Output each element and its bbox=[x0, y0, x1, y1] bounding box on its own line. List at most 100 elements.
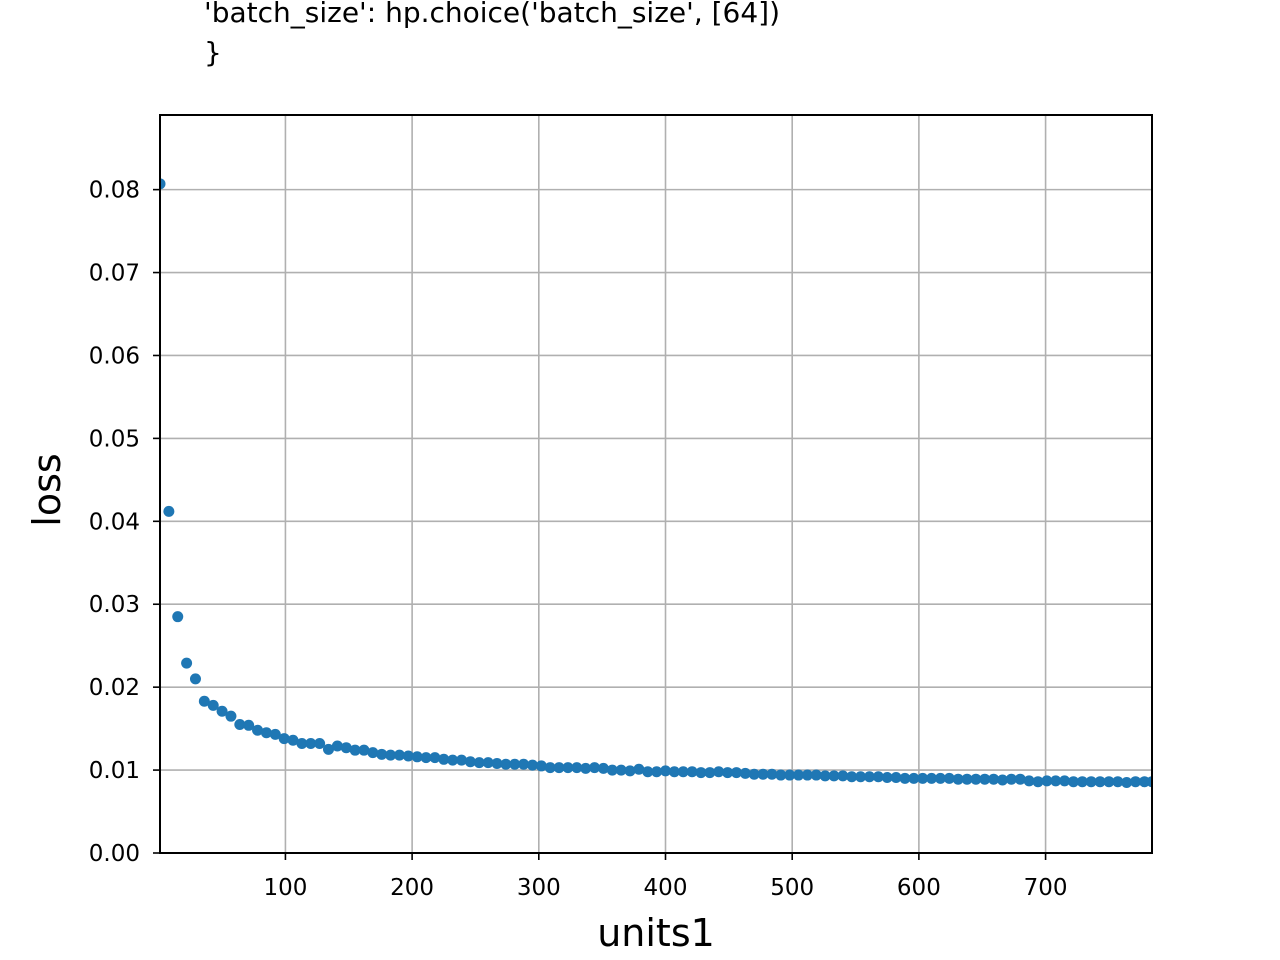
data-point bbox=[997, 774, 1009, 786]
data-point bbox=[775, 769, 787, 781]
data-point bbox=[908, 772, 920, 784]
y-tick-label: 0.05 bbox=[89, 426, 140, 452]
data-point bbox=[402, 750, 414, 762]
data-point bbox=[695, 767, 707, 779]
y-tick-label: 0.00 bbox=[89, 841, 140, 867]
data-point bbox=[1103, 776, 1115, 788]
y-tick-label: 0.08 bbox=[89, 178, 140, 204]
data-point bbox=[872, 771, 884, 783]
data-point bbox=[349, 744, 361, 756]
x-axis-ticks: 100 200 300 400 500 600 700 bbox=[263, 853, 1068, 901]
data-point bbox=[633, 763, 645, 775]
data-point bbox=[686, 766, 698, 778]
data-point bbox=[677, 766, 689, 778]
x-tick-label: 700 bbox=[1024, 875, 1068, 901]
y-tick-label: 0.07 bbox=[89, 261, 140, 287]
data-point bbox=[535, 760, 547, 772]
y-tick-label: 0.02 bbox=[89, 675, 140, 701]
data-point bbox=[730, 767, 742, 779]
data-point bbox=[509, 758, 521, 770]
data-point bbox=[526, 759, 538, 771]
data-point bbox=[411, 751, 423, 763]
data-point bbox=[739, 767, 751, 779]
data-point bbox=[837, 770, 849, 782]
data-point bbox=[660, 765, 672, 777]
data-point bbox=[207, 699, 219, 711]
data-point bbox=[952, 773, 964, 785]
data-point bbox=[961, 773, 973, 785]
data-point bbox=[970, 773, 982, 785]
x-tick-label: 200 bbox=[390, 875, 434, 901]
data-point bbox=[979, 773, 991, 785]
data-point bbox=[314, 738, 326, 750]
data-point bbox=[456, 754, 468, 766]
data-point bbox=[828, 770, 840, 782]
data-point bbox=[163, 505, 175, 517]
data-point bbox=[562, 762, 574, 774]
grid bbox=[160, 115, 1152, 854]
data-point bbox=[287, 734, 299, 746]
data-point bbox=[420, 752, 432, 764]
data-point bbox=[198, 695, 210, 707]
data-point bbox=[881, 772, 893, 784]
data-point bbox=[1067, 776, 1079, 788]
data-point bbox=[1023, 775, 1035, 787]
data-point bbox=[571, 762, 583, 774]
data-point bbox=[606, 764, 618, 776]
data-point bbox=[385, 749, 397, 761]
data-point bbox=[890, 772, 902, 784]
data-point bbox=[1112, 776, 1124, 788]
data-point bbox=[863, 771, 875, 783]
data-point bbox=[331, 740, 343, 752]
y-axis-ticks: 0.00 0.01 0.02 0.03 0.04 0.05 0.06 0.07 0.08 bbox=[89, 178, 160, 867]
data-point bbox=[704, 767, 716, 779]
data-point bbox=[491, 757, 503, 769]
data-point bbox=[1146, 776, 1152, 788]
data-point bbox=[473, 757, 485, 769]
data-point bbox=[642, 766, 654, 778]
data-point bbox=[589, 762, 601, 774]
y-tick-label: 0.03 bbox=[89, 592, 140, 618]
data-point bbox=[544, 762, 556, 774]
data-point bbox=[260, 727, 272, 739]
x-axis-label: units1 bbox=[597, 911, 715, 955]
data-point bbox=[766, 768, 778, 780]
data-point bbox=[801, 769, 813, 781]
data-point bbox=[447, 754, 459, 766]
data-point bbox=[252, 724, 264, 736]
data-point bbox=[500, 758, 512, 770]
x-tick-label: 600 bbox=[897, 875, 941, 901]
data-point bbox=[819, 770, 831, 782]
data-point bbox=[376, 748, 388, 760]
data-point bbox=[234, 718, 246, 730]
data-point bbox=[651, 766, 663, 778]
title-line: 'batch_size': hp.choice('batch_size', [6… bbox=[204, 0, 780, 29]
data-point bbox=[1014, 773, 1026, 785]
data-point bbox=[278, 733, 290, 745]
data-point bbox=[216, 705, 228, 717]
data-point bbox=[580, 762, 592, 774]
data-point bbox=[757, 768, 769, 780]
data-point bbox=[624, 765, 636, 777]
data-point bbox=[367, 747, 379, 759]
data-point bbox=[1121, 777, 1133, 789]
y-tick-label: 0.04 bbox=[89, 509, 140, 535]
x-tick-label: 400 bbox=[644, 875, 688, 901]
data-point bbox=[1085, 776, 1097, 788]
data-point bbox=[1050, 775, 1062, 787]
data-point bbox=[855, 771, 867, 783]
data-point bbox=[189, 673, 201, 685]
data-point bbox=[615, 764, 627, 776]
data-point bbox=[181, 657, 193, 669]
data-point bbox=[1138, 776, 1150, 788]
data-point bbox=[296, 738, 308, 750]
data-point bbox=[988, 773, 1000, 785]
y-axis-label: loss bbox=[25, 453, 69, 526]
scatter-points bbox=[160, 178, 1152, 789]
data-point bbox=[713, 766, 725, 778]
data-point bbox=[464, 756, 476, 768]
data-point bbox=[305, 738, 317, 750]
data-point bbox=[1005, 773, 1017, 785]
data-point bbox=[1041, 775, 1053, 787]
